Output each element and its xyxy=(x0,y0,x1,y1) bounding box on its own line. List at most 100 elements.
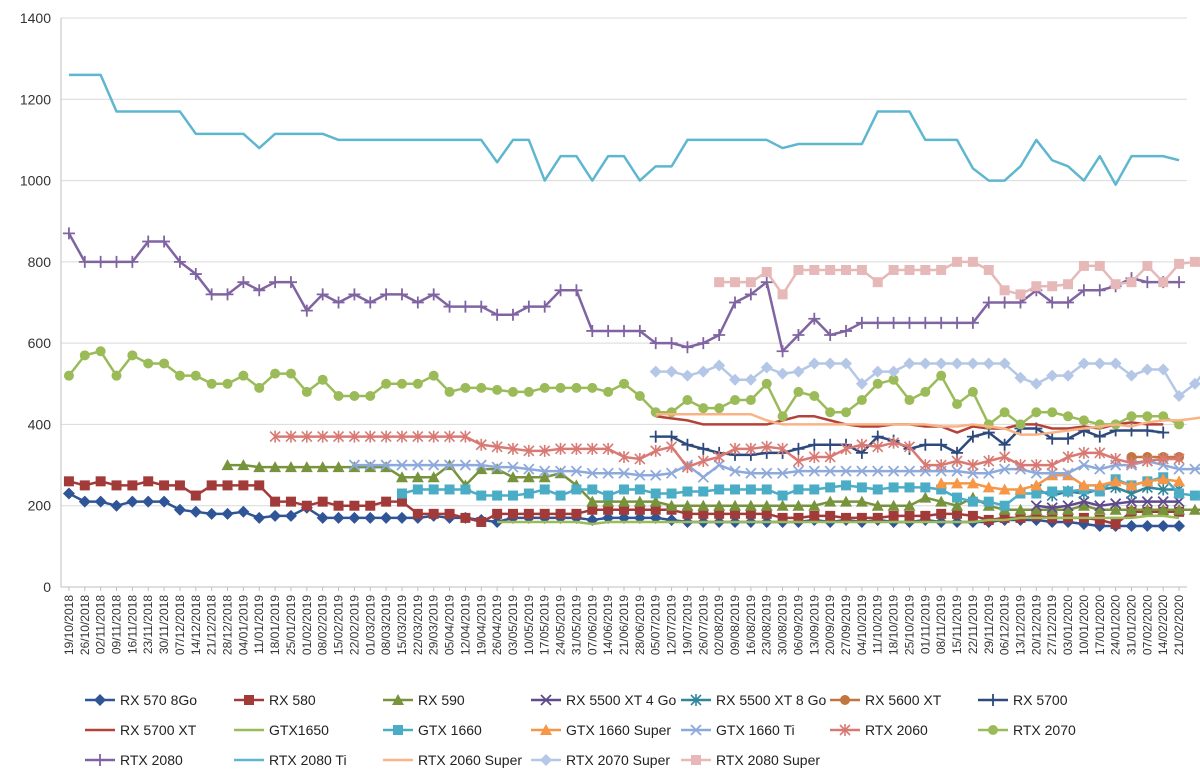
y-tick-label: 200 xyxy=(28,498,52,514)
data-point xyxy=(745,484,756,495)
data-point xyxy=(935,477,948,489)
data-point xyxy=(205,507,218,520)
data-point xyxy=(1141,503,1154,515)
data-point xyxy=(681,369,694,382)
data-point xyxy=(966,316,979,329)
data-point xyxy=(698,403,709,414)
series-18 xyxy=(714,256,1200,300)
data-point xyxy=(393,725,403,735)
y-tick-label: 400 xyxy=(28,416,52,432)
x-tick-label: 29/11/2019 xyxy=(982,595,996,654)
data-point xyxy=(380,511,393,524)
data-point xyxy=(618,450,630,463)
x-tick-label: 24/01/2020 xyxy=(1109,595,1123,655)
data-point xyxy=(539,465,551,477)
data-point xyxy=(270,496,281,507)
data-point xyxy=(920,510,931,521)
data-point xyxy=(380,459,392,471)
data-point xyxy=(1031,488,1042,499)
data-point xyxy=(1077,284,1090,297)
data-point xyxy=(777,490,788,501)
data-point xyxy=(364,459,376,471)
data-point xyxy=(1174,258,1185,269)
series-line xyxy=(1035,486,1180,497)
data-point xyxy=(839,724,851,736)
data-point xyxy=(1014,503,1027,515)
data-point xyxy=(571,382,582,393)
data-point xyxy=(855,316,868,329)
x-tick-label: 02/11/2018 xyxy=(94,595,108,654)
legend-item: RTX 2060 Super xyxy=(383,752,522,768)
data-point xyxy=(523,488,534,499)
data-point xyxy=(904,264,915,275)
data-point xyxy=(412,378,423,389)
x-tick-label: 15/03/2019 xyxy=(395,595,409,655)
data-point xyxy=(540,694,552,706)
data-point xyxy=(1093,284,1106,297)
data-point xyxy=(1031,510,1042,521)
data-point xyxy=(586,495,599,507)
data-point xyxy=(1157,520,1170,533)
x-tick-label: 20/12/2019 xyxy=(1029,595,1043,655)
data-point xyxy=(1094,514,1105,525)
legend-item: RX 5700 XT xyxy=(85,722,197,738)
data-point xyxy=(983,264,994,275)
data-point xyxy=(998,483,1011,495)
data-point xyxy=(523,386,534,397)
data-point xyxy=(1046,502,1058,514)
data-point xyxy=(666,407,677,418)
x-tick-label: 07/06/2019 xyxy=(585,595,599,655)
data-point xyxy=(158,235,171,248)
data-point xyxy=(729,373,742,386)
data-point xyxy=(412,459,424,471)
data-point xyxy=(603,386,614,397)
data-point xyxy=(744,288,757,301)
legend-item: RX 5600 XT xyxy=(830,692,942,708)
data-point xyxy=(1077,479,1090,491)
data-point xyxy=(253,284,266,297)
data-point xyxy=(697,471,709,483)
data-point xyxy=(412,508,423,519)
x-tick-label: 01/11/2019 xyxy=(918,595,932,654)
data-point xyxy=(253,461,266,473)
data-point xyxy=(253,511,266,524)
data-point xyxy=(887,316,900,329)
data-point xyxy=(967,467,979,479)
data-point xyxy=(729,465,741,477)
data-point xyxy=(284,276,297,289)
data-point xyxy=(206,378,217,389)
data-point xyxy=(730,508,741,519)
data-point xyxy=(808,450,820,463)
data-point xyxy=(317,374,328,385)
x-tick-label: 31/05/2019 xyxy=(569,595,583,655)
y-tick-label: 800 xyxy=(28,254,52,270)
x-tick-label: 23/11/2018 xyxy=(141,595,155,654)
x-tick-label: 17/05/2019 xyxy=(538,595,552,655)
data-point xyxy=(966,477,979,489)
legend: RX 570 8Go RX 580 RX 590 RX 5500 XT 4 Go RX … xyxy=(85,692,1076,768)
data-point xyxy=(1062,296,1075,309)
data-point xyxy=(1093,503,1106,515)
data-point xyxy=(143,476,154,487)
data-point xyxy=(539,382,550,393)
x-tick-label: 06/09/2019 xyxy=(791,595,805,655)
data-point xyxy=(127,350,138,361)
data-point xyxy=(1031,281,1042,292)
data-point xyxy=(507,442,519,455)
data-point xyxy=(1078,446,1090,459)
data-point xyxy=(1157,363,1170,376)
data-point xyxy=(952,399,963,410)
data-point xyxy=(1141,455,1153,468)
data-point xyxy=(618,324,630,337)
x-tick-label: 11/10/2019 xyxy=(871,595,885,654)
data-point xyxy=(95,476,106,487)
data-point xyxy=(1188,503,1200,515)
data-point xyxy=(1157,473,1170,485)
data-point xyxy=(650,504,661,515)
data-point xyxy=(1062,500,1074,512)
data-point xyxy=(587,382,598,393)
data-point xyxy=(760,499,773,511)
data-point xyxy=(871,316,884,329)
data-point xyxy=(936,484,947,495)
data-point xyxy=(792,465,805,477)
